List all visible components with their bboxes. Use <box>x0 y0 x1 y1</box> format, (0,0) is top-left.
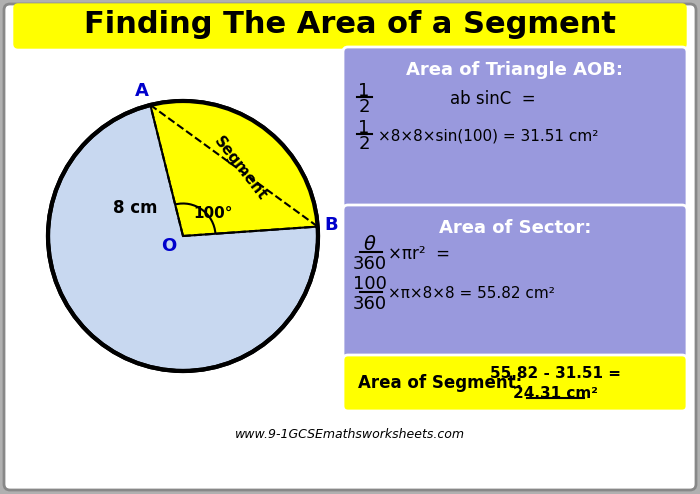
Text: Finding The Area of a Segment: Finding The Area of a Segment <box>84 10 616 40</box>
Text: O: O <box>162 237 176 255</box>
Text: 360: 360 <box>353 295 387 313</box>
Text: θ: θ <box>364 235 376 253</box>
Circle shape <box>48 101 318 371</box>
FancyBboxPatch shape <box>343 355 687 411</box>
Text: B: B <box>325 215 339 234</box>
Text: ab sinC  =: ab sinC = <box>450 90 536 108</box>
Text: 1: 1 <box>358 119 370 137</box>
Text: ×π×8×8 = 55.82 cm²: ×π×8×8 = 55.82 cm² <box>388 287 555 301</box>
FancyBboxPatch shape <box>343 205 687 359</box>
FancyBboxPatch shape <box>343 47 687 209</box>
Text: 24.31 cm²: 24.31 cm² <box>512 385 597 401</box>
FancyBboxPatch shape <box>4 4 696 490</box>
Text: 8 cm: 8 cm <box>113 199 158 217</box>
Wedge shape <box>150 101 318 236</box>
Text: 100: 100 <box>353 275 387 293</box>
Text: 360: 360 <box>353 255 387 273</box>
Text: 1: 1 <box>358 82 370 100</box>
Text: Area of Segment:: Area of Segment: <box>358 374 522 392</box>
Text: ×8×8×sin(100) = 31.51 cm²: ×8×8×sin(100) = 31.51 cm² <box>378 128 598 143</box>
Text: ×πr²  =: ×πr² = <box>388 245 450 263</box>
Text: 55.82 - 31.51 =: 55.82 - 31.51 = <box>489 366 620 380</box>
Text: 2: 2 <box>358 135 370 153</box>
Text: Area of Sector:: Area of Sector: <box>439 219 592 237</box>
Text: A: A <box>135 82 149 100</box>
Text: 2: 2 <box>358 98 370 116</box>
Text: 100°: 100° <box>193 206 232 221</box>
Text: www.9-1GCSEmathsworksheets.com: www.9-1GCSEmathsworksheets.com <box>235 427 465 441</box>
Text: Segment: Segment <box>211 133 270 203</box>
FancyBboxPatch shape <box>14 4 686 48</box>
Text: Area of Triangle AOB:: Area of Triangle AOB: <box>407 61 624 79</box>
